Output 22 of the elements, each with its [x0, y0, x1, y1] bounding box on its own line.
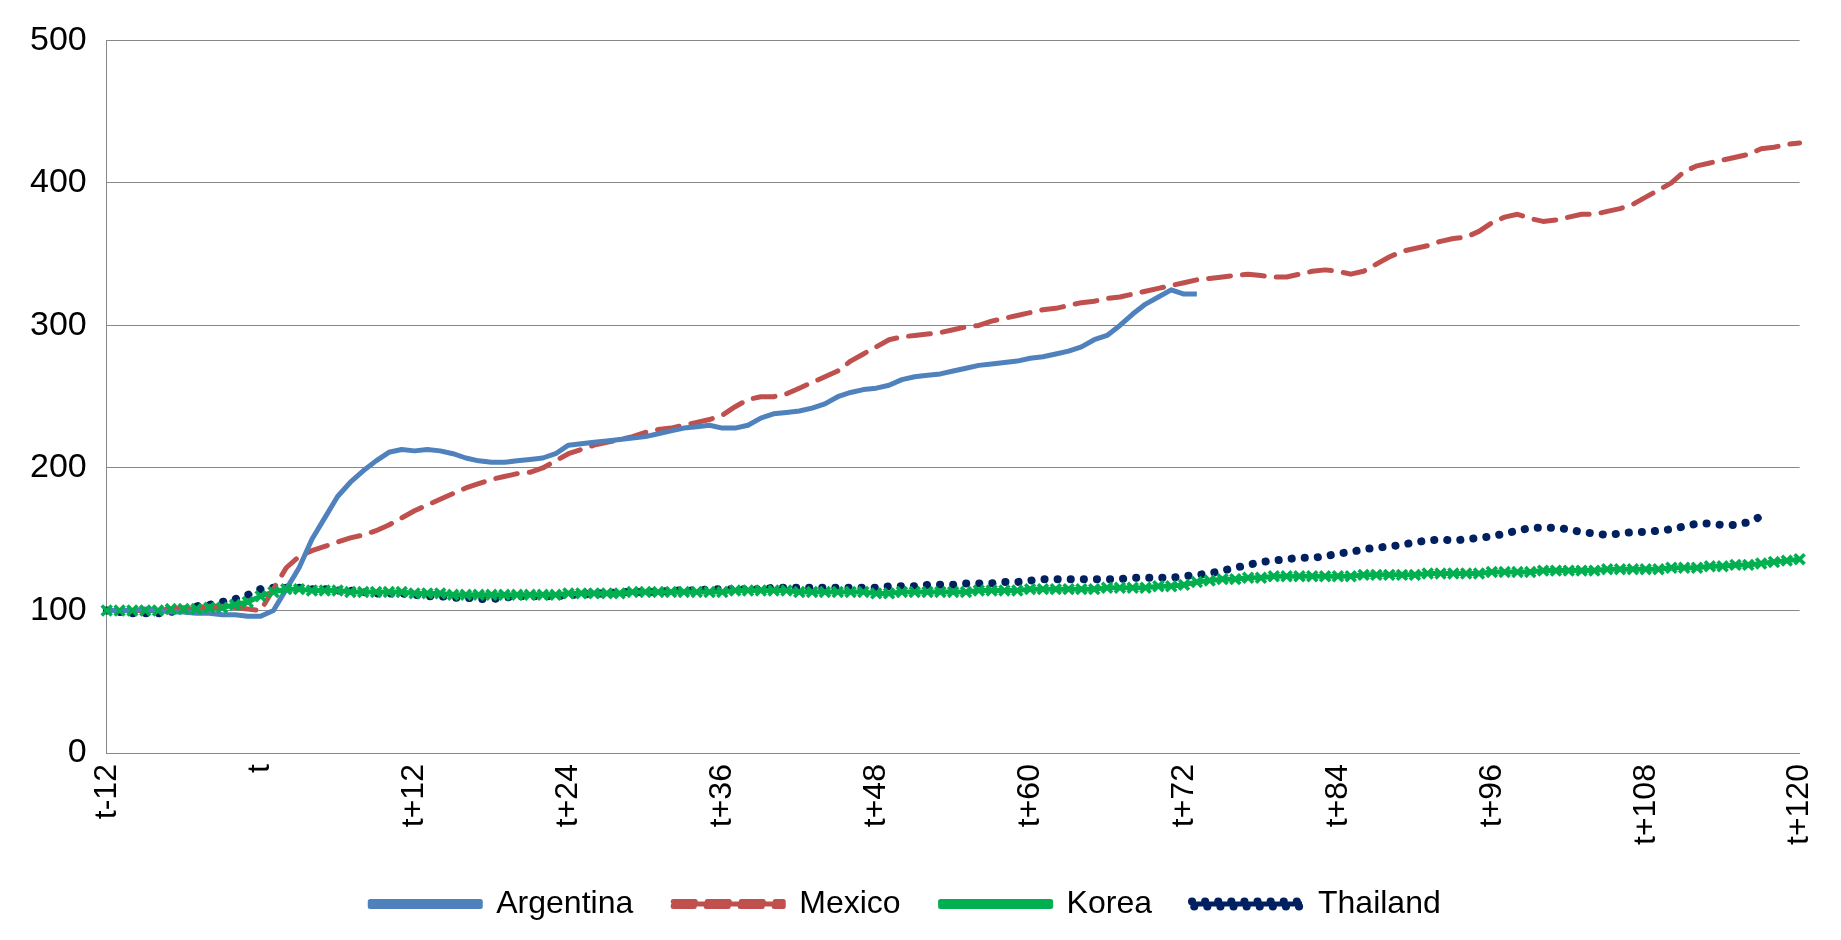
x-tick-label: t+120 [1779, 764, 1816, 845]
x-tick-label: t+108 [1625, 764, 1662, 845]
x-tick-label: t+48 [856, 764, 893, 828]
x-tick-label: t+96 [1471, 764, 1508, 828]
x-tick-label: t [240, 763, 277, 773]
legend-label: Thailand [1317, 883, 1441, 920]
y-tick-label: 400 [29, 161, 87, 200]
x-tick-label: t+24 [548, 764, 585, 828]
x-tick-label: t+72 [1163, 764, 1200, 828]
y-tick-label: 200 [29, 446, 87, 485]
y-tick-label: 0 [67, 731, 87, 770]
x-tick-label: t+84 [1317, 764, 1354, 828]
legend-label: Argentina [496, 883, 634, 920]
legend-label: Mexico [799, 883, 901, 920]
x-tick-label: t+12 [394, 764, 431, 828]
legend-label: Korea [1066, 883, 1153, 920]
y-tick-label: 100 [29, 588, 87, 627]
x-tick-label: t-12 [86, 764, 123, 820]
y-tick-label: 300 [29, 303, 87, 342]
x-tick-label: t+36 [702, 764, 739, 828]
y-tick-label: 500 [29, 18, 87, 57]
x-tick-label: t+60 [1009, 764, 1046, 828]
